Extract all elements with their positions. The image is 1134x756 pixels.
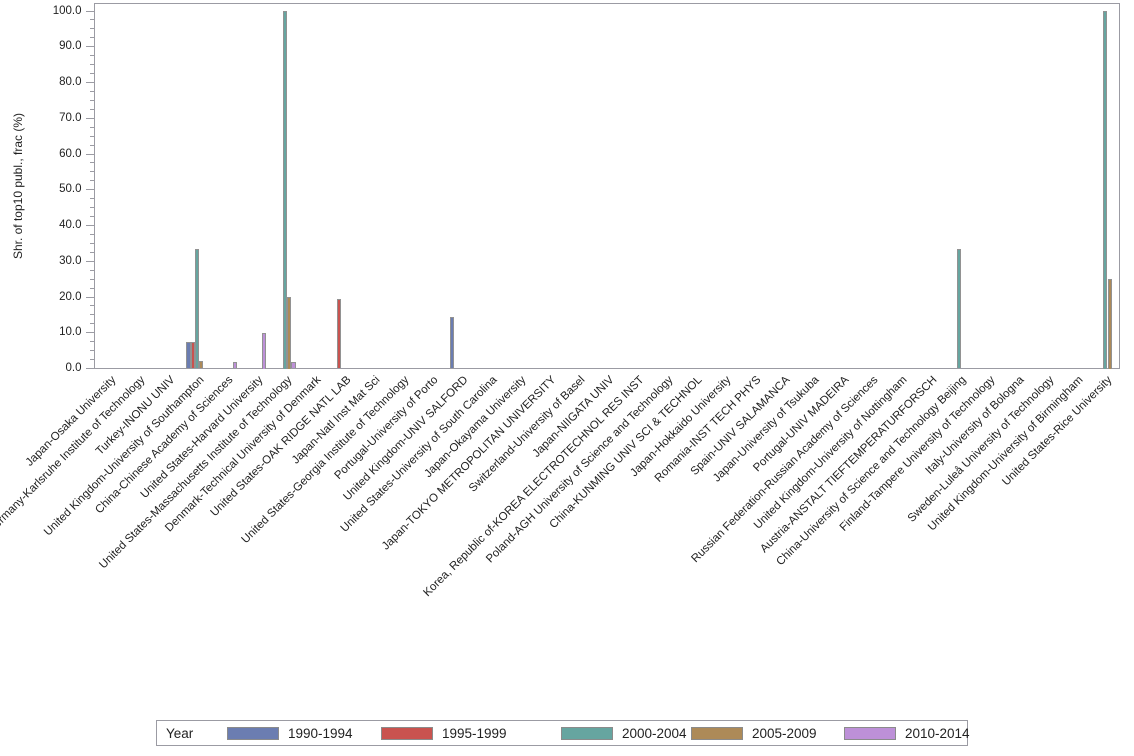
y-tick-minor [89,144,95,146]
bar [291,362,296,369]
y-tick-minor [89,233,95,235]
y-tick-minor [89,90,95,92]
y-tick-minor [89,171,95,173]
legend-swatch [844,727,896,740]
y-tick-minor [89,37,95,39]
plot-area [94,3,1120,369]
y-tick-label: 60.0 [59,147,82,160]
legend-swatch [381,727,433,740]
legend: Year 1990-1994 1995-1999 2000-2004 2005-200… [156,720,970,746]
bar [262,332,267,369]
bar [1103,11,1108,369]
y-tick-minor [89,278,95,280]
y-tick-minor [89,287,95,289]
legend-label: 2005-2009 [752,726,817,741]
bar [186,342,191,369]
y-tick-label: 30.0 [59,254,82,267]
y-tick-minor [89,73,95,75]
y-tick-minor [89,341,95,343]
y-tick-minor [89,359,95,361]
y-tick-major [85,296,95,298]
y-tick-minor [89,242,95,244]
y-tick-minor [89,180,95,182]
y-tick-minor [89,207,95,209]
y-tick-label: 50.0 [59,183,82,196]
y-tick-label: 10.0 [59,326,82,339]
bar [1107,279,1112,369]
y-tick-minor [89,198,95,200]
bar [450,317,455,369]
y-tick-label: 40.0 [59,219,82,231]
y-tick-minor [89,126,95,128]
legend-swatch [227,727,279,740]
y-tick-minor [89,162,95,164]
bar [190,342,195,369]
legend-label: 2010-2014 [905,726,970,741]
y-tick-minor [89,305,95,307]
y-tick-major [85,260,95,262]
bar [282,11,288,369]
bar [194,249,200,369]
y-tick-minor [89,19,95,21]
y-tick-minor [89,64,95,66]
bar [287,297,292,369]
y-tick-major [85,189,95,191]
legend-label: 1995-1999 [442,726,507,741]
y-tick-major [85,153,95,155]
y-tick-major [85,10,95,12]
y-tick-major [85,368,95,369]
y-tick-minor [89,216,95,218]
y-tick-label: 20.0 [59,290,82,303]
bar [337,298,342,369]
bar [199,360,204,369]
legend-label: 1990-1994 [288,726,353,741]
y-tick-major [85,82,95,83]
y-tick-major [85,225,95,226]
y-tick-minor [89,323,95,325]
y-tick-minor [89,99,95,101]
y-tick-major [85,46,95,48]
legend-title: Year [166,726,194,741]
y-tick-minor [89,251,95,253]
bar [232,362,238,369]
y-tick-minor [89,350,95,352]
legend-label: 2000-2004 [622,726,687,741]
y-tick-label: 90.0 [59,40,82,53]
y-tick-minor [89,135,95,137]
y-tick-label: 0.0 [65,362,82,374]
y-tick-label: 100.0 [52,4,82,17]
bar [956,249,961,369]
y-tick-minor [89,55,95,57]
y-tick-minor [89,314,95,316]
legend-swatch [691,727,743,740]
y-tick-label: 70.0 [59,111,82,124]
y-tick-minor [89,28,95,30]
legend-swatch [561,727,613,740]
y-tick-major [85,332,95,334]
y-tick-label: 80.0 [59,76,82,88]
y-tick-minor [89,269,95,271]
y-tick-minor [89,108,95,110]
y-tick-major [85,117,95,119]
